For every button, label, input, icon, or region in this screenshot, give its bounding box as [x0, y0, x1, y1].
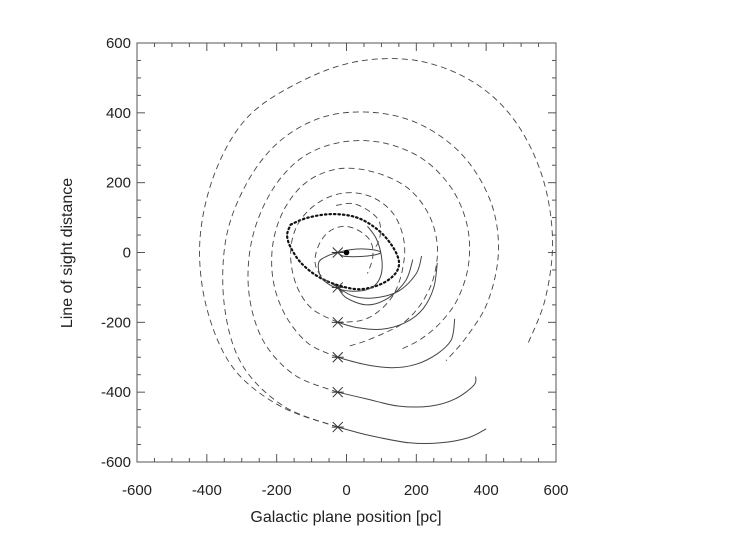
y-tick-label: 600 — [106, 35, 131, 52]
orbit-solid-8 — [337, 426, 487, 445]
orbit-dashed-14 — [222, 111, 499, 428]
orbit-dotted-0 — [285, 212, 401, 291]
start-marker-4 — [331, 386, 344, 398]
orbit-dashed-15 — [199, 58, 553, 428]
x-tick-label: -600 — [122, 482, 152, 499]
orbit-solid-2 — [317, 226, 383, 292]
center-marker — [343, 249, 350, 256]
start-marker-3 — [331, 351, 344, 363]
start-marker-5 — [331, 421, 344, 433]
orbit-dashed-11 — [290, 192, 406, 323]
y-tick-labels: -600 -400 -200 0 200 400 600 — [101, 35, 131, 471]
start-marker-2 — [331, 316, 344, 328]
start-marker-0 — [331, 247, 344, 258]
y-tick-label: 200 — [106, 175, 131, 192]
x-tick-label: -400 — [192, 482, 222, 499]
y-tick-label: -400 — [101, 384, 131, 401]
orbit-solid-4 — [337, 259, 414, 306]
x-tick-label: -200 — [262, 482, 292, 499]
ticks — [136, 42, 557, 463]
x-tick-label: 0 — [342, 482, 350, 499]
orbit-solid-1 — [337, 248, 382, 258]
y-axis-label: Line of sight distance — [59, 178, 76, 328]
orbit-dashed-10 — [314, 225, 374, 288]
y-tick-label: 0 — [123, 245, 131, 262]
x-tick-label: 600 — [543, 482, 568, 499]
start-marker-1 — [331, 282, 344, 293]
orbit-solid-3 — [337, 255, 423, 299]
markers-group — [331, 247, 350, 433]
x-tick-label: 400 — [474, 482, 499, 499]
orbit-solid-7 — [337, 376, 477, 408]
x-tick-labels: -600 -400 -200 0 200 400 600 — [122, 482, 569, 499]
y-tick-label: -200 — [101, 314, 131, 331]
orbit-dashed-13 — [247, 140, 471, 393]
y-tick-label: -600 — [101, 454, 131, 471]
orbit-dashed-9 — [335, 202, 381, 250]
orbit-dashed-12 — [271, 167, 438, 358]
orbit-solid-6 — [337, 318, 456, 369]
x-tick-label: 200 — [404, 482, 429, 499]
x-axis-label: Galactic plane position [pc] — [250, 509, 441, 526]
y-tick-label: 400 — [106, 105, 131, 122]
series-group — [199, 58, 553, 445]
orbit-solid-5 — [337, 262, 438, 331]
